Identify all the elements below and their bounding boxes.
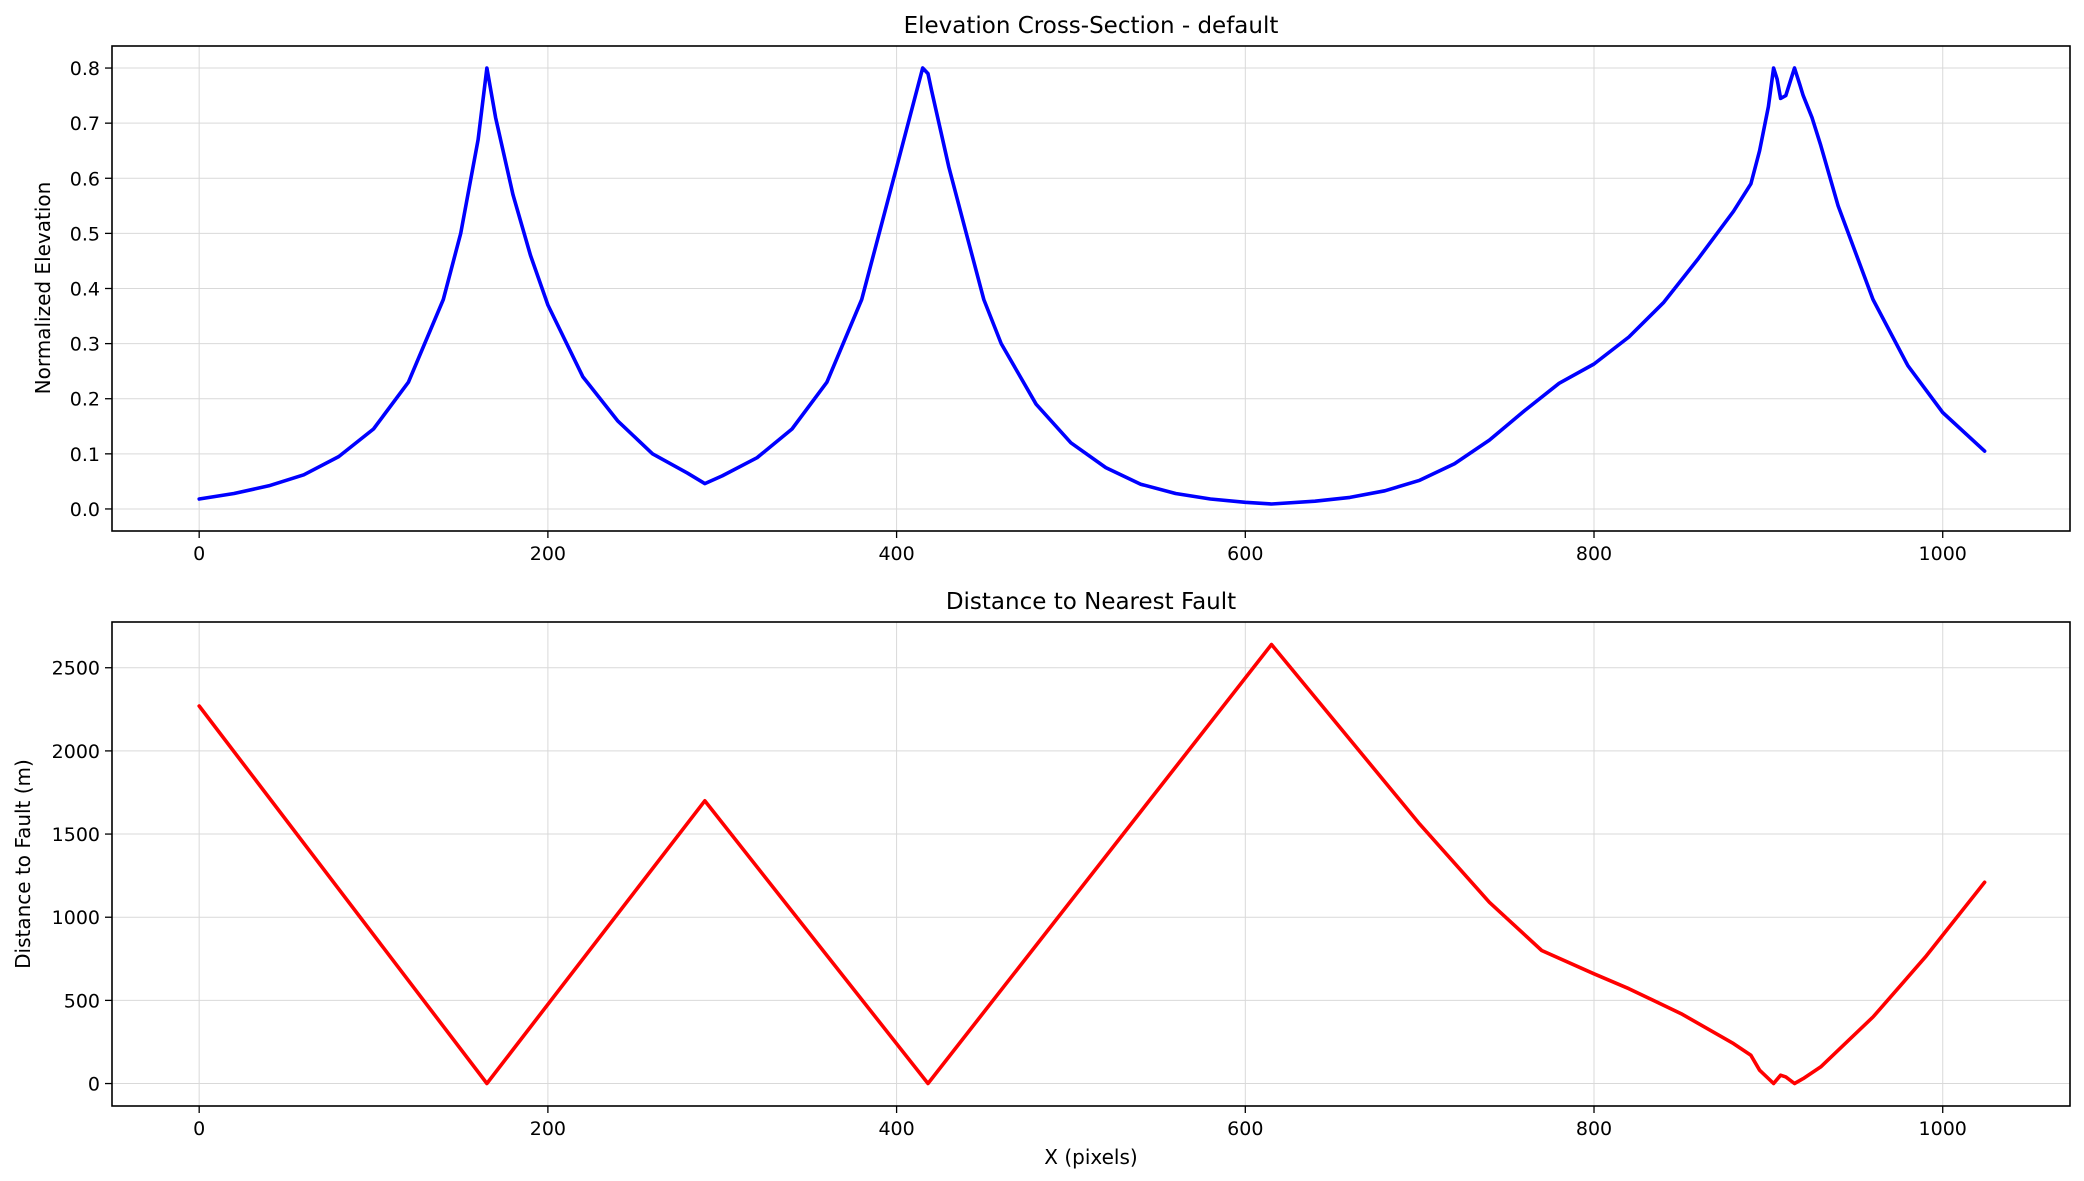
elevation-y-tick-label: 0.4 [70, 279, 100, 301]
elevation-series-line [197, 66, 1987, 506]
elevation-x-tick-label: 200 [530, 543, 566, 565]
elevation-y-axis-label: Normalized Elevation [31, 182, 55, 395]
fault-distance-plot-frame [111, 621, 2071, 1107]
fault-distance-x-tick-label: 600 [1227, 1118, 1263, 1140]
fault-distance-x-tick-label: 0 [193, 1118, 205, 1140]
elevation-y-tick-label: 0.8 [70, 58, 100, 80]
elevation-series-layer [197, 66, 1987, 506]
elevation-x-tick-label: 600 [1227, 543, 1263, 565]
fault-distance-y-tick-label: 2000 [52, 741, 100, 763]
fault-distance-series-line [197, 642, 1987, 1086]
fault-distance-grid [112, 622, 2070, 1106]
elevation-y-tick-label: 0.0 [70, 499, 100, 521]
fault-distance-subplot: 0 200 400 600 800 1000 0 500 1000 1500 2000 2500 Di… [11, 589, 2071, 1169]
fault-distance-y-tick-label: 0 [88, 1074, 100, 1096]
fault-distance-x-tick-label: 1000 [1919, 1118, 1967, 1140]
elevation-ticks: 0 200 400 600 800 1000 0.0 0.1 0.2 0.3 0.4 0.5 0.6 0.… [70, 58, 1967, 565]
elevation-y-tick-label: 0.2 [70, 389, 100, 411]
fault-distance-series-layer [197, 642, 1987, 1086]
fault-distance-x-tick-label: 800 [1576, 1118, 1612, 1140]
fault-distance-x-tick-label: 200 [530, 1118, 566, 1140]
fault-distance-title: Distance to Nearest Fault [946, 589, 1236, 615]
elevation-y-tick-label: 0.7 [70, 113, 100, 135]
fault-distance-ticks: 0 200 400 600 800 1000 0 500 1000 1500 2000 2500 [52, 658, 1967, 1140]
elevation-x-tick-label: 0 [193, 543, 205, 565]
fault-distance-x-tick-label: 400 [878, 1118, 914, 1140]
elevation-title: Elevation Cross-Section - default [904, 13, 1279, 39]
elevation-y-tick-label: 0.5 [70, 223, 100, 245]
elevation-y-tick-label: 0.3 [70, 334, 100, 356]
fault-distance-x-axis-label: X (pixels) [1044, 1145, 1137, 1169]
elevation-grid [112, 46, 2070, 531]
fault-distance-y-axis-label: Distance to Fault (m) [11, 759, 35, 969]
elevation-x-tick-label: 800 [1576, 543, 1612, 565]
fault-distance-y-tick-label: 2500 [52, 658, 100, 680]
fault-distance-y-tick-label: 1000 [52, 907, 100, 929]
fault-distance-y-tick-label: 1500 [52, 824, 100, 846]
fault-distance-y-tick-label: 500 [64, 990, 100, 1012]
elevation-subplot: 0 200 400 600 800 1000 0.0 0.1 0.2 0.3 0.4 0.5 0.6 0.… [31, 13, 2071, 565]
elevation-x-tick-label: 400 [878, 543, 914, 565]
elevation-y-tick-label: 0.1 [70, 444, 100, 466]
elevation-y-tick-label: 0.6 [70, 168, 100, 190]
elevation-x-tick-label: 1000 [1919, 543, 1967, 565]
